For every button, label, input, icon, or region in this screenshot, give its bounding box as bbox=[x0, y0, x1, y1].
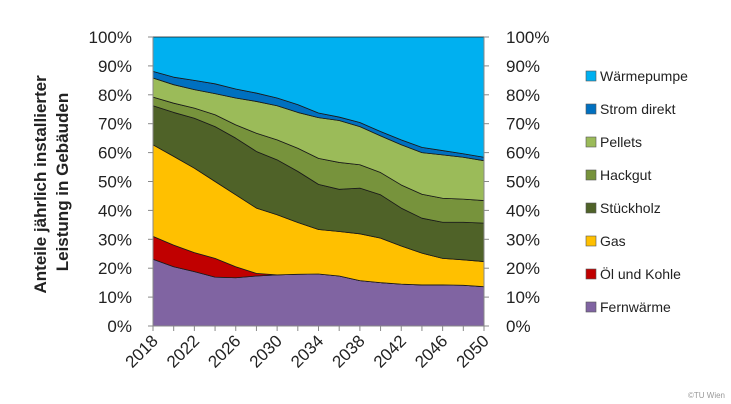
x-tick-label: 2038 bbox=[329, 331, 369, 371]
y-tick-label-left: 50% bbox=[98, 173, 132, 192]
y-tick-label-right: 90% bbox=[506, 57, 540, 76]
y-tick-label-left: 60% bbox=[98, 144, 132, 163]
legend: Wärmepumpe Strom direkt Pellets Hackgut Stüc… bbox=[585, 68, 688, 315]
chart-areas bbox=[152, 36, 485, 327]
y-tick-label-left: 70% bbox=[98, 115, 132, 134]
y-tick-label-left: 100% bbox=[89, 28, 132, 47]
y-tick-label-right: 0% bbox=[506, 317, 531, 336]
x-tick-label: 2022 bbox=[163, 331, 203, 371]
y-tick-label-left: 0% bbox=[107, 317, 132, 336]
legend-swatch-w-rmepumpe bbox=[585, 70, 597, 82]
legend-swatch-hackgut bbox=[585, 169, 597, 181]
y-tick-label-left: 40% bbox=[98, 201, 132, 220]
y-tick-label-right: 20% bbox=[506, 259, 540, 278]
legend-swatch-pellets bbox=[585, 136, 597, 148]
legend-swatch-gas bbox=[585, 235, 597, 247]
legend-label-gas: Gas bbox=[600, 233, 626, 249]
y-tick-label-right: 30% bbox=[506, 230, 540, 249]
legend-swatch--l-und-kohle bbox=[585, 268, 597, 280]
x-tick-label: 2042 bbox=[370, 331, 410, 371]
y-tick-label-left: 10% bbox=[98, 288, 132, 307]
legend-label-strom-direkt: Strom direkt bbox=[600, 101, 676, 117]
legend-swatch-strom-direkt bbox=[585, 103, 597, 115]
legend-swatch-st-ckholz bbox=[585, 202, 597, 214]
x-tick-label: 2026 bbox=[204, 331, 244, 371]
y-tick-label-right: 70% bbox=[506, 115, 540, 134]
legend-label-fernw-rme: Fernwärme bbox=[600, 299, 671, 315]
y-tick-label-left: 30% bbox=[98, 230, 132, 249]
y-tick-label-left: 90% bbox=[98, 57, 132, 76]
legend-label-pellets: Pellets bbox=[600, 134, 642, 150]
copyright-credit: ©TU Wien bbox=[687, 391, 725, 400]
legend-label-st-ckholz: Stückholz bbox=[600, 200, 661, 216]
x-tick-label: 2034 bbox=[287, 331, 327, 371]
x-tick-label: 2030 bbox=[246, 331, 286, 371]
x-tick-label: 2018 bbox=[122, 331, 162, 371]
legend-label-w-rmepumpe: Wärmepumpe bbox=[600, 68, 688, 84]
x-tick-label: 2050 bbox=[453, 331, 493, 371]
y-tick-label-right: 10% bbox=[506, 288, 540, 307]
legend-label-hackgut: Hackgut bbox=[600, 167, 651, 183]
x-tick-label: 2046 bbox=[411, 331, 451, 371]
y-tick-label-right: 50% bbox=[506, 173, 540, 192]
y-tick-label-right: 80% bbox=[506, 86, 540, 105]
y-axis-title: Anteile jährlich installierter Leistung … bbox=[31, 71, 72, 294]
y-tick-label-right: 100% bbox=[506, 28, 549, 47]
y-tick-label-left: 80% bbox=[98, 86, 132, 105]
y-tick-label-right: 60% bbox=[506, 144, 540, 163]
y-tick-label-left: 20% bbox=[98, 259, 132, 278]
y-axis-title-line-1: Anteile jährlich installierter bbox=[31, 75, 50, 294]
y-tick-label-right: 40% bbox=[506, 201, 540, 220]
legend-label--l-und-kohle: Öl und Kohle bbox=[600, 265, 681, 282]
y-axis-title-line-2: Leistung in Gebäuden bbox=[53, 93, 72, 272]
legend-swatch-fernw-rme bbox=[585, 301, 597, 313]
